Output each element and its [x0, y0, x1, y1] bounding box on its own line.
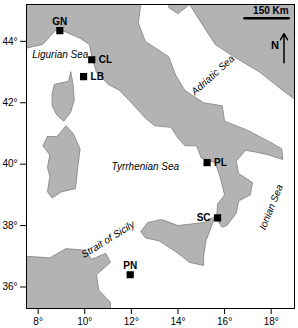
svg-text:12°: 12°: [124, 316, 139, 327]
svg-text:44°: 44°: [2, 36, 17, 47]
svg-text:18°: 18°: [264, 316, 279, 327]
svg-text:CL: CL: [99, 54, 112, 65]
svg-text:10°: 10°: [77, 316, 92, 327]
svg-text:N: N: [271, 39, 279, 51]
svg-text:14°: 14°: [170, 316, 185, 327]
svg-text:SC: SC: [197, 212, 211, 223]
svg-text:8°: 8°: [33, 316, 43, 327]
svg-text:Ligurian Sea: Ligurian Sea: [32, 49, 89, 60]
svg-text:Tyrrhenian Sea: Tyrrhenian Sea: [112, 161, 180, 172]
svg-text:Strait of Sicily: Strait of Sicily: [79, 218, 137, 260]
svg-text:PL: PL: [214, 157, 227, 168]
svg-text:Adriatic Sea: Adriatic Sea: [188, 52, 236, 97]
svg-text:42°: 42°: [2, 97, 17, 108]
svg-text:38°: 38°: [2, 220, 17, 231]
svg-text:LB: LB: [91, 71, 104, 82]
svg-text:150 Km: 150 Km: [253, 5, 289, 16]
svg-text:GN: GN: [52, 16, 67, 27]
svg-text:Ionian Sea: Ionian Sea: [257, 182, 285, 231]
svg-text:36°: 36°: [2, 281, 17, 292]
svg-text:40°: 40°: [2, 158, 17, 169]
svg-text:16°: 16°: [217, 316, 232, 327]
svg-text:PN: PN: [123, 260, 137, 271]
